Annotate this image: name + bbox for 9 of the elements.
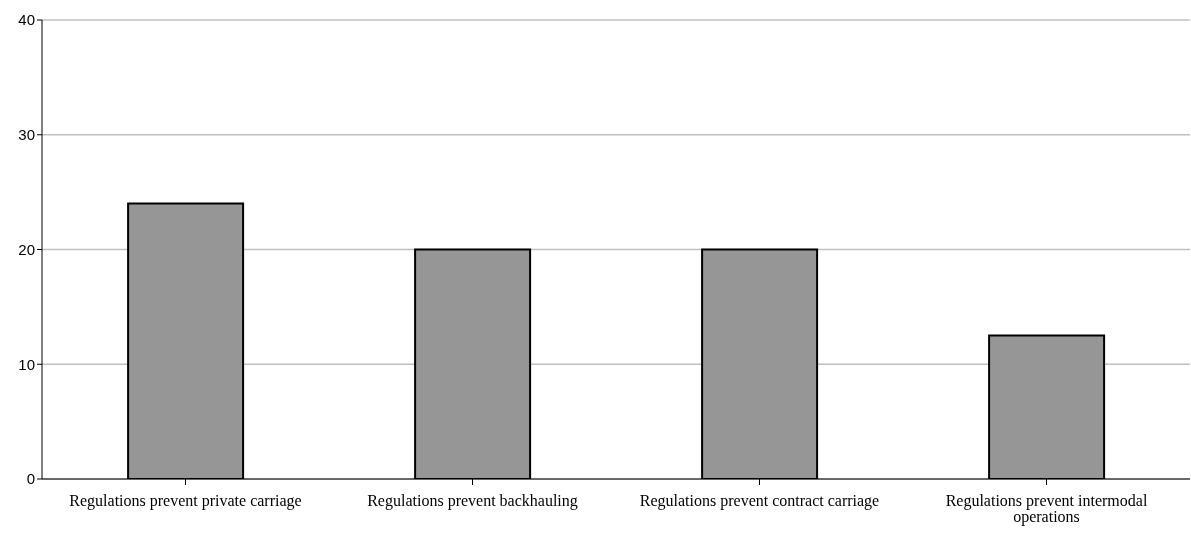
x-tick-label: Regulations prevent private carriage [69,492,302,511]
y-tick-label: 30 [18,126,35,144]
y-tick-label: 20 [18,240,35,258]
x-tick-label: Regulations prevent contract carriage [639,492,880,511]
y-tick-label: 10 [18,355,35,373]
y-tick-label: 40 [18,11,35,29]
y-tick-label: 0 [26,470,35,488]
x-tick-label: Regulations prevent backhauling [367,492,578,511]
x-tick-label: Regulations prevent intermodal operations [945,492,1148,527]
